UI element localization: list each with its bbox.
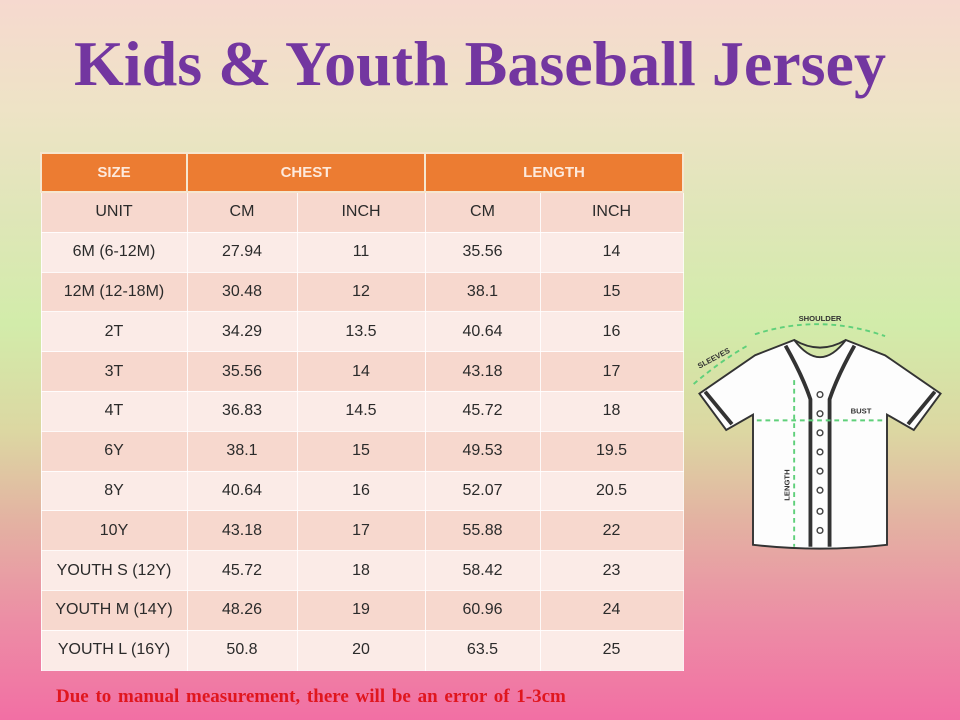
cell-length-inch: 20.5	[539, 470, 684, 512]
cell-chest-inch: 13.5	[296, 311, 426, 353]
cell-length-inch: 19.5	[539, 430, 684, 472]
cell-chest-cm: 27.94	[186, 231, 298, 273]
cell-length-cm: 49.53	[424, 430, 541, 472]
cell-length-cm: 60.96	[424, 589, 541, 631]
cell-chest-inch: 14.5	[296, 390, 426, 432]
cell-chest-cm: 40.64	[186, 470, 298, 512]
label-length: LENGTH	[782, 469, 791, 500]
unit-chest-inch: INCH	[296, 191, 426, 233]
cell-chest-inch: 14	[296, 351, 426, 392]
cell-chest-inch: 19	[296, 589, 426, 631]
measurement-disclaimer: Due to manual measurement, there will be…	[56, 686, 566, 707]
cell-length-cm: 40.64	[424, 311, 541, 353]
cell-length-inch: 18	[539, 390, 684, 432]
table-row: YOUTH S (12Y) 45.72 18 58.42 23	[40, 550, 684, 591]
cell-size: YOUTH S (12Y)	[40, 550, 188, 591]
jersey-outline-icon	[698, 338, 942, 550]
label-bust: BUST	[851, 407, 872, 416]
cell-size: 6M (6-12M)	[40, 231, 188, 273]
cell-chest-cm: 48.26	[186, 589, 298, 631]
cell-length-cm: 58.42	[424, 550, 541, 591]
cell-chest-inch: 20	[296, 629, 426, 671]
size-chart-table: SIZE CHEST LENGTH UNIT CM INCH CM INCH 6…	[40, 152, 685, 671]
jersey-measurement-diagram: SHOULDER SLEEVES BUST LENGTH	[693, 314, 942, 550]
header-chest: CHEST	[186, 152, 426, 193]
cell-length-cm: 43.18	[424, 351, 541, 392]
cell-size: YOUTH L (16Y)	[40, 629, 188, 671]
table-row: 6Y 38.1 15 49.53 19.5	[40, 430, 684, 472]
cell-chest-cm: 45.72	[186, 550, 298, 591]
cell-chest-cm: 50.8	[186, 629, 298, 671]
table-row: 6M (6-12M) 27.94 11 35.56 14	[40, 231, 684, 273]
cell-length-cm: 55.88	[424, 510, 541, 552]
cell-length-cm: 45.72	[424, 390, 541, 432]
cell-length-inch: 23	[539, 550, 684, 591]
cell-length-cm: 52.07	[424, 470, 541, 512]
cell-chest-inch: 12	[296, 271, 426, 313]
table-row: YOUTH M (14Y) 48.26 19 60.96 24	[40, 589, 684, 631]
cell-length-cm: 38.1	[424, 271, 541, 313]
cell-chest-inch: 16	[296, 470, 426, 512]
table-row: 10Y 43.18 17 55.88 22	[40, 510, 684, 552]
cell-length-inch: 16	[539, 311, 684, 353]
cell-length-inch: 14	[539, 231, 684, 273]
unit-row: UNIT CM INCH CM INCH	[40, 191, 684, 233]
table-row: 2T 34.29 13.5 40.64 16	[40, 311, 684, 353]
unit-chest-cm: CM	[186, 191, 298, 233]
cell-length-cm: 35.56	[424, 231, 541, 273]
cell-size: 10Y	[40, 510, 188, 552]
cell-length-inch: 24	[539, 589, 684, 631]
table-header-row: SIZE CHEST LENGTH	[40, 152, 685, 193]
cell-size: 8Y	[40, 470, 188, 512]
cell-chest-cm: 43.18	[186, 510, 298, 552]
table-row: 4T 36.83 14.5 45.72 18	[40, 390, 684, 432]
cell-length-inch: 15	[539, 271, 684, 313]
page-title: Kids & Youth Baseball Jersey	[74, 28, 886, 99]
cell-length-inch: 17	[539, 351, 684, 392]
cell-length-cm: 63.5	[424, 629, 541, 671]
table-row: 12M (12-18M) 30.48 12 38.1 15	[40, 271, 684, 313]
cell-size: 2T	[40, 311, 188, 353]
cell-size: 3T	[40, 351, 188, 392]
cell-chest-cm: 36.83	[186, 390, 298, 432]
header-length: LENGTH	[423, 152, 685, 193]
cell-size: 6Y	[40, 430, 188, 472]
unit-length-cm: CM	[424, 191, 541, 233]
header-size: SIZE	[40, 152, 188, 193]
cell-size: YOUTH M (14Y)	[40, 589, 188, 631]
table-row: 8Y 40.64 16 52.07 20.5	[40, 470, 684, 512]
cell-chest-cm: 30.48	[186, 271, 298, 313]
cell-chest-cm: 38.1	[186, 430, 298, 472]
measure-lines-icon	[693, 323, 886, 547]
cell-chest-cm: 34.29	[186, 311, 298, 353]
table-row: 3T 35.56 14 43.18 17	[40, 351, 684, 392]
unit-label: UNIT	[40, 191, 188, 233]
cell-size: 12M (12-18M)	[40, 271, 188, 313]
cell-length-inch: 25	[539, 629, 684, 671]
cell-chest-inch: 18	[296, 550, 426, 591]
unit-length-inch: INCH	[539, 191, 684, 233]
cell-size: 4T	[40, 390, 188, 432]
cell-chest-inch: 17	[296, 510, 426, 552]
cell-chest-inch: 11	[296, 231, 426, 273]
cell-length-inch: 22	[539, 510, 684, 552]
table-row: YOUTH L (16Y) 50.8 20 63.5 25	[40, 629, 684, 671]
label-shoulder: SHOULDER	[799, 314, 842, 323]
cell-chest-cm: 35.56	[186, 351, 298, 392]
cell-chest-inch: 15	[296, 430, 426, 472]
